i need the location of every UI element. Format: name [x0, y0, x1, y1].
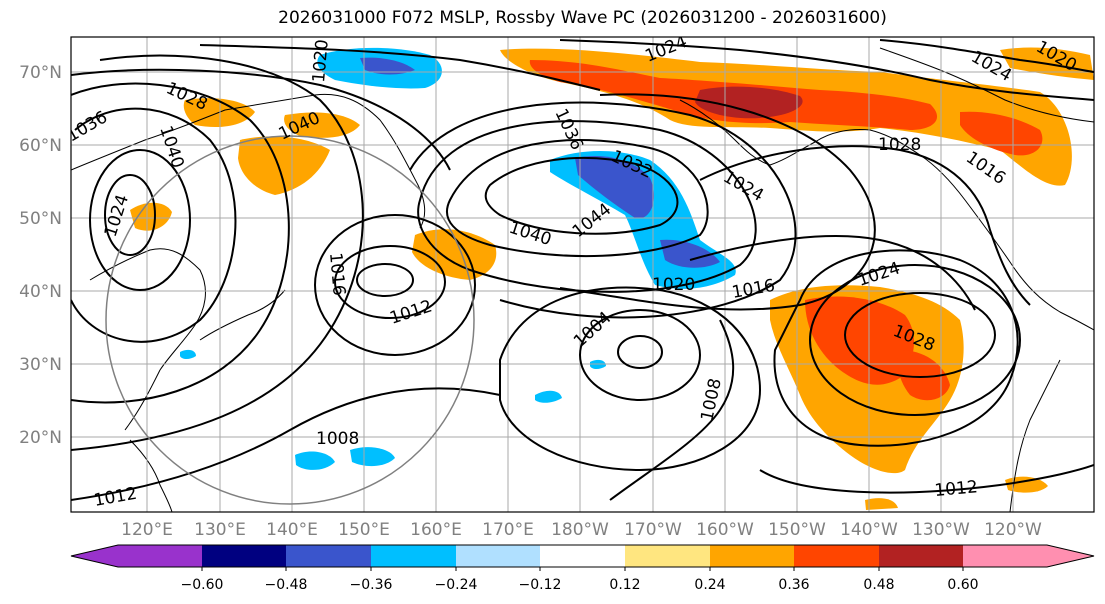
colorbar-tick-label: 0.48 — [863, 577, 894, 593]
negative-anomaly-region — [575, 156, 655, 219]
lon-tick-label: 130°W — [912, 520, 970, 540]
anomaly-shading — [130, 47, 1094, 510]
lat-tick-label: 40°N — [19, 282, 62, 302]
colorbar-outline — [70, 544, 1095, 568]
map-frame — [70, 36, 1095, 513]
negative-anomaly-region — [295, 451, 335, 470]
positive-anomaly-region — [805, 296, 915, 385]
contour-label: 1020 — [652, 275, 695, 295]
colorbar-tick-label: 0.60 — [947, 577, 978, 593]
contour-label: 1008 — [316, 429, 359, 449]
lon-tick-label: 150°W — [768, 520, 826, 540]
contour-label: 1016 — [325, 252, 349, 297]
colorbar-tick-labels: −0.60 −0.48 −0.36 −0.24 −0.12 0.12 0.24 … — [181, 577, 979, 593]
colorbar-bin — [456, 545, 540, 567]
positive-anomaly-region — [897, 350, 950, 401]
negative-anomaly-region — [535, 390, 562, 403]
positive-anomaly-region — [238, 136, 330, 195]
colorbar-bin — [286, 545, 371, 567]
negative-anomaly-region — [180, 349, 196, 359]
colorbar-bin — [879, 545, 963, 567]
colorbar-ticks — [201, 567, 964, 571]
colorbar-bin — [202, 545, 286, 567]
negative-anomaly-region — [360, 57, 415, 75]
lon-tick-label: 140°E — [266, 520, 318, 540]
lon-tick-label: 170°E — [482, 520, 534, 540]
negative-anomaly-region — [350, 447, 395, 467]
contour-label: 1020 — [309, 39, 333, 84]
latitude-labels: 70°N 60°N 50°N 40°N 30°N 20°N — [19, 63, 62, 448]
colorbar-tick-label: −0.60 — [181, 577, 224, 593]
lat-tick-label: 20°N — [19, 428, 62, 448]
graticule — [71, 37, 1094, 512]
lon-tick-label: 140°W — [840, 520, 898, 540]
colorbar-tick-label: −0.36 — [350, 577, 393, 593]
map-title: 2026031000 F072 MSLP, Rossby Wave PC (20… — [278, 8, 887, 28]
lon-tick-label: 120°E — [121, 520, 173, 540]
colorbar-tick-label: 0.36 — [778, 577, 809, 593]
colorbar-tick-label: −0.24 — [435, 577, 478, 593]
positive-anomaly-region — [865, 498, 898, 510]
lat-tick-label: 70°N — [19, 63, 62, 83]
lon-tick-label: 150°E — [338, 520, 390, 540]
positive-anomaly-region — [130, 202, 172, 231]
colorbar-bin — [71, 545, 202, 567]
lat-tick-label: 60°N — [19, 136, 62, 156]
colorbar-bin — [540, 545, 625, 567]
isobars — [71, 39, 1094, 501]
colorbar-bin — [371, 545, 456, 567]
colorbar-bin — [625, 545, 710, 567]
colorbar-tick-label: −0.12 — [519, 577, 562, 593]
lon-tick-label: 170°W — [624, 520, 682, 540]
positive-anomaly-region — [1005, 476, 1048, 493]
colorbar: −0.60 −0.48 −0.36 −0.24 −0.12 0.12 0.24 … — [70, 544, 1095, 593]
map-area: 1024 1020 1024 1028 1036 1040 1040 1036 … — [71, 37, 1094, 512]
longitude-labels: 120°E 130°E 140°E 150°E 160°E 170°E 180°… — [121, 520, 1042, 540]
positive-anomaly-region — [960, 111, 1043, 156]
contour-label: 1028 — [878, 135, 921, 155]
negative-anomaly-region — [660, 239, 720, 268]
positive-anomaly-region — [284, 112, 360, 138]
colorbar-tick-label: −0.48 — [265, 577, 308, 593]
lon-tick-label: 160°E — [410, 520, 462, 540]
lon-tick-label: 120°W — [984, 520, 1042, 540]
lat-tick-label: 50°N — [19, 209, 62, 229]
colorbar-bin — [710, 545, 794, 567]
positive-anomaly-region — [412, 229, 497, 280]
reference-circle — [105, 135, 475, 505]
colorbar-bin — [963, 545, 1094, 567]
lat-tick-label: 30°N — [19, 355, 62, 375]
lon-tick-label: 130°E — [194, 520, 246, 540]
lon-tick-label: 160°W — [696, 520, 754, 540]
colorbar-tick-label: 0.24 — [694, 577, 725, 593]
positive-anomaly-region — [695, 86, 803, 119]
colorbar-bin — [794, 545, 879, 567]
contour-label: 1012 — [934, 477, 979, 501]
colorbar-tick-label: 0.12 — [609, 577, 640, 593]
lon-tick-label: 180°W — [551, 520, 609, 540]
